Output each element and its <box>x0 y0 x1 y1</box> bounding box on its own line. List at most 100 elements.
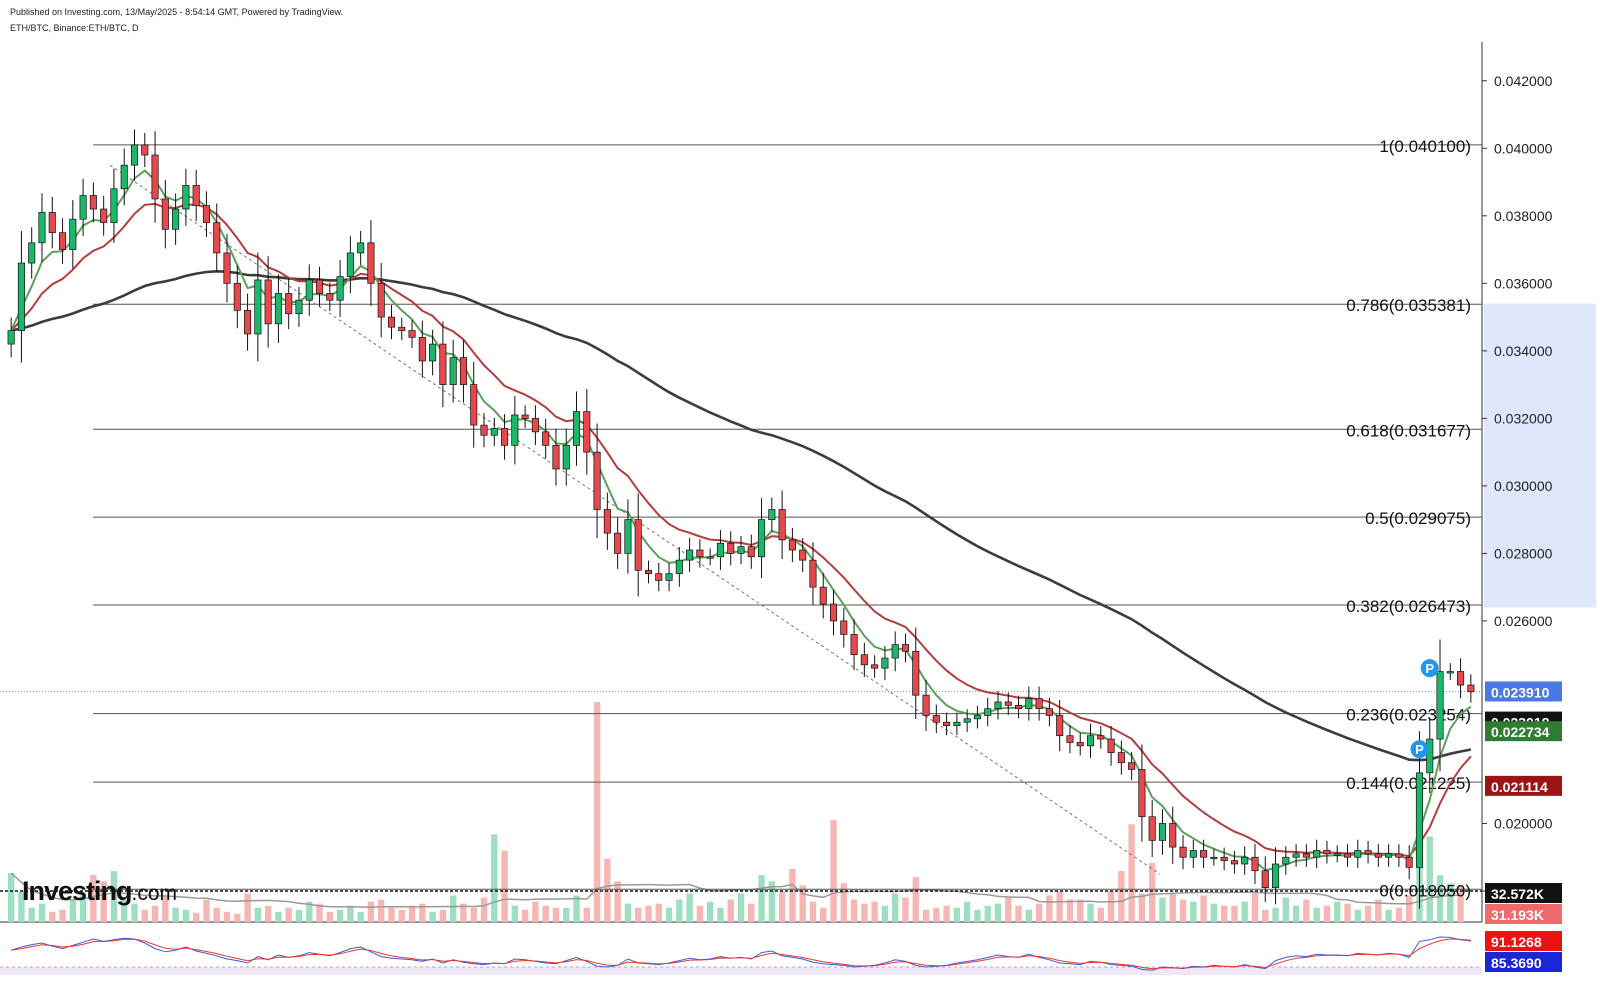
candle-body <box>603 509 611 534</box>
volume-bar <box>1395 907 1403 922</box>
candle-body <box>1148 816 1156 841</box>
volume-bar <box>1138 893 1146 922</box>
y-tick-label: 0.042000 <box>1494 73 1553 89</box>
y-tick-label: 0.026000 <box>1494 613 1553 629</box>
candle-body <box>130 144 139 166</box>
volume-bar <box>1303 899 1310 922</box>
y-tick-label: 0.038000 <box>1494 208 1553 224</box>
candle-body <box>1385 853 1393 858</box>
candle-body <box>881 657 889 669</box>
candle-body <box>1354 850 1362 858</box>
volume-bar <box>809 901 817 922</box>
fib-label: 0.144(0.021225) <box>1346 774 1471 793</box>
candle-body <box>562 445 570 470</box>
candle-body <box>901 644 910 652</box>
volume-bar <box>234 913 241 922</box>
axis-badge-label: 31.193K <box>1491 907 1544 923</box>
symbol-title[interactable]: ETH/BTC, Binance:ETH/BTC, D <box>10 23 139 33</box>
volume-bar <box>758 875 765 922</box>
candle-body <box>408 330 416 338</box>
volume-bar <box>593 702 601 922</box>
candle-body <box>860 654 868 666</box>
volume-bar <box>1344 903 1351 922</box>
candles <box>7 129 1475 909</box>
volume-bar <box>131 903 138 922</box>
volume-bar <box>511 905 519 922</box>
candle-body <box>1333 853 1341 856</box>
candle-body <box>28 242 36 264</box>
volume-bar <box>994 903 1002 922</box>
volume-bar <box>491 834 498 922</box>
volume-bar <box>1190 901 1197 922</box>
rsi-band <box>0 967 1482 975</box>
volume-bar <box>1046 895 1053 922</box>
volume-bar <box>912 877 919 922</box>
volume-bar <box>192 912 200 922</box>
candle-body <box>367 242 375 284</box>
candle-body <box>593 451 601 510</box>
candle-body <box>387 316 396 328</box>
candle-body <box>254 279 262 335</box>
volume-bar <box>470 907 477 922</box>
candle-body <box>141 144 149 156</box>
candle-body <box>768 509 776 520</box>
volume-bar <box>727 899 734 922</box>
published-note: Published on Investing.com, 13/May/2025 … <box>10 7 344 17</box>
candle-body <box>1045 708 1053 716</box>
volume-bar <box>563 907 570 922</box>
volume-bar <box>922 909 930 922</box>
candle-body <box>1395 853 1403 858</box>
volume-bar <box>316 903 323 922</box>
volume-bar <box>1159 897 1166 922</box>
volume-bar <box>38 903 46 922</box>
volume-bar <box>532 901 539 922</box>
volume-bar <box>223 911 231 922</box>
volume-bar <box>79 895 87 922</box>
candle-body <box>1138 769 1146 818</box>
candle-body <box>737 546 745 554</box>
candle-body <box>1313 850 1321 858</box>
candle-body <box>274 293 282 325</box>
fib-label: 1(0.040100) <box>1379 137 1471 156</box>
candle-body <box>1374 853 1382 858</box>
volume-bar <box>439 909 447 922</box>
fib-label: 0(0.018050) <box>1379 881 1471 900</box>
volume-bar <box>902 897 909 922</box>
volume-bar <box>1292 905 1300 922</box>
volume-bar <box>28 907 35 922</box>
candle-body <box>48 212 56 234</box>
candle-body <box>120 164 128 190</box>
volume-bar <box>840 883 847 922</box>
axis-badge-label: 0.021114 <box>1491 779 1548 795</box>
volume-bar <box>984 905 991 922</box>
volume-bar <box>1015 905 1022 922</box>
axis-badge <box>1485 681 1562 702</box>
volume-bar <box>295 909 303 922</box>
candle-body <box>531 418 539 433</box>
candle-body <box>295 299 303 315</box>
volume-bar <box>1107 891 1115 922</box>
volume-bar <box>1118 871 1125 922</box>
candle-body <box>511 414 519 446</box>
candle-body <box>1446 671 1454 674</box>
volume-bar <box>665 907 673 922</box>
candle-body <box>264 279 272 325</box>
axis-badge <box>1485 904 1562 924</box>
candle-body <box>1436 671 1444 740</box>
volume-bar <box>1200 895 1207 922</box>
candle-body <box>819 586 827 605</box>
volume-bar <box>789 869 796 922</box>
volume-bar <box>388 907 395 922</box>
volume-bar <box>213 907 220 922</box>
candle-body <box>192 185 200 207</box>
volume-bar <box>1313 907 1320 922</box>
fib-label: 0.236(0.023254) <box>1346 706 1471 725</box>
volume-bar <box>974 909 981 922</box>
y-tick-label: 0.032000 <box>1494 410 1553 426</box>
candle-body <box>1323 850 1331 855</box>
volume-bar <box>696 905 704 922</box>
volume-bar <box>1385 909 1392 922</box>
fib-label: 0.786(0.035381) <box>1346 296 1471 315</box>
volume-bar <box>573 895 580 922</box>
